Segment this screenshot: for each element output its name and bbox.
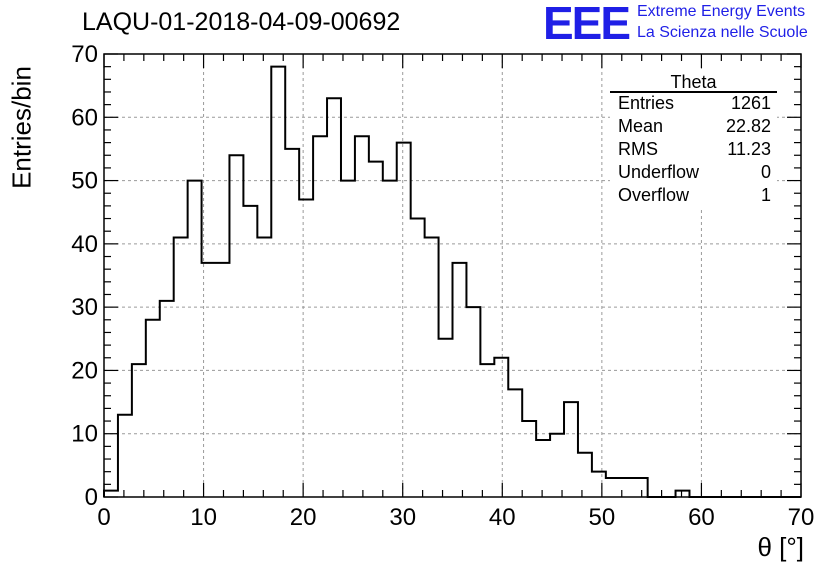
stats-title: Theta xyxy=(670,72,717,92)
stats-label: Overflow xyxy=(618,185,690,205)
stats-label: Underflow xyxy=(618,162,700,182)
x-tick-label: 50 xyxy=(589,504,616,531)
stats-label: Entries xyxy=(618,93,675,113)
plot-frame xyxy=(103,53,802,498)
x-tick-label: 60 xyxy=(688,504,715,531)
histogram-series xyxy=(103,65,801,498)
x-axis-label: θ [°] xyxy=(757,532,804,562)
eee-logo: EEE xyxy=(543,0,631,49)
y-tick-label: 10 xyxy=(71,421,98,448)
y-tick-label: 70 xyxy=(71,41,98,68)
stats-value: 11.23 xyxy=(727,139,771,159)
stats-value: 0 xyxy=(760,162,771,182)
stats-label: Mean xyxy=(618,116,664,136)
stats-value: 1 xyxy=(760,185,771,205)
stats-row-entries: Entries 1261 xyxy=(618,93,771,115)
y-tick-label: 40 xyxy=(71,231,98,258)
stats-label: RMS xyxy=(618,139,658,159)
x-tick-label: 0 xyxy=(97,504,110,531)
stats-box: Theta Entries 1261 Mean 22.82 RMS 11.23 … xyxy=(610,72,777,207)
chart-title: LAQU-01-2018-04-09-00692 xyxy=(82,8,401,36)
stats-row-overflow: Overflow 1 xyxy=(618,185,771,207)
x-tick-label: 70 xyxy=(788,504,815,531)
y-tick-label: 50 xyxy=(71,168,98,195)
x-tick-label: 10 xyxy=(190,504,217,531)
stats-row-rms: RMS 11.23 xyxy=(618,139,771,161)
y-tick-label: 30 xyxy=(71,294,98,321)
logo-line-2: La Scienza nelle Scuole xyxy=(637,24,808,41)
logo-line-1: Extreme Energy Events xyxy=(637,3,806,20)
stats-divider xyxy=(610,91,777,93)
x-tick-label: 20 xyxy=(290,504,317,531)
x-tick-label: 40 xyxy=(489,504,516,531)
stats-row-mean: Mean 22.82 xyxy=(618,116,771,138)
stats-row-underflow: Underflow 0 xyxy=(618,162,771,184)
y-axis-label: Entries/bin xyxy=(6,66,37,189)
stats-value: 22.82 xyxy=(725,116,771,136)
y-tick-label: 20 xyxy=(71,357,98,384)
stats-value: 1261 xyxy=(730,93,771,113)
x-tick-label: 30 xyxy=(389,504,416,531)
y-tick-label: 60 xyxy=(71,104,98,131)
y-tick-label: 0 xyxy=(85,484,98,511)
